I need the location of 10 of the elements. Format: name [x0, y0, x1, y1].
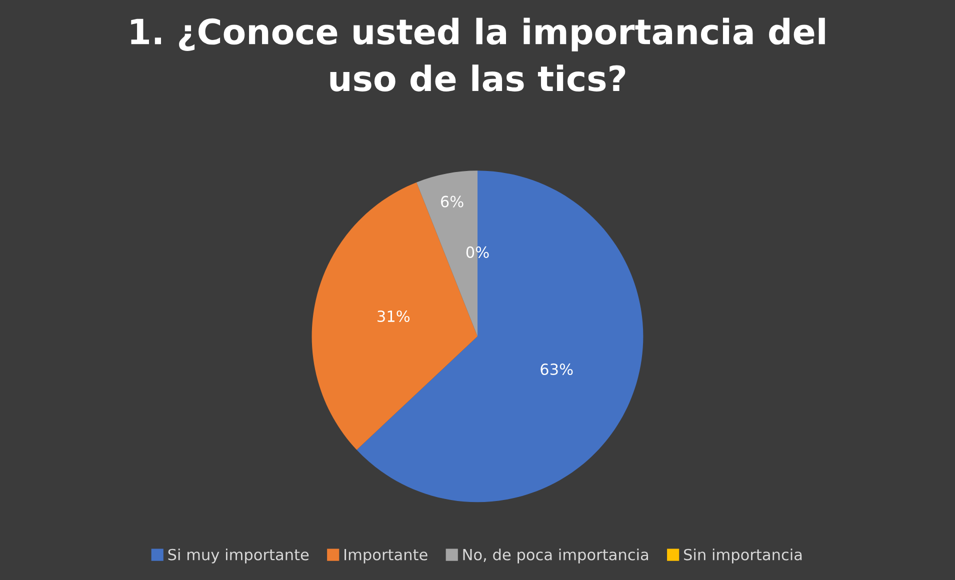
data-label: 6% [440, 196, 464, 208]
legend-label: Sin importancia [684, 548, 802, 564]
data-label: 63% [540, 364, 573, 376]
text: 0% [466, 246, 489, 258]
pie-slice [356, 170, 644, 502]
legend-label: Si muy importante [168, 548, 309, 564]
legend-label: No, de poca importancia [463, 548, 648, 564]
legend-label: Importante [344, 549, 428, 564]
data-label: 31% [378, 310, 410, 322]
chart-title: 1. ¿Conoce usted la importancia del uso de las tics? [131, 18, 825, 92]
